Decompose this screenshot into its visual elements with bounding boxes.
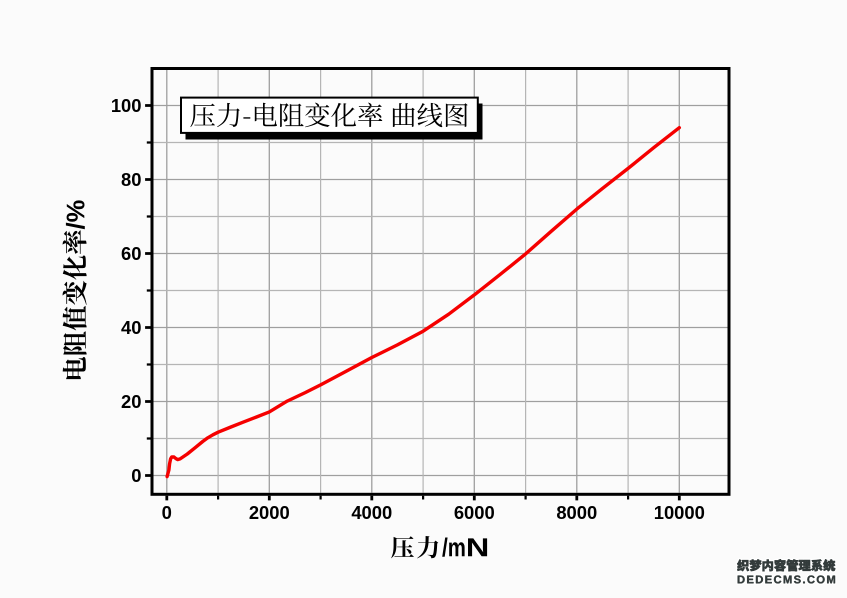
svg-text:0: 0 <box>131 465 141 486</box>
svg-text:8000: 8000 <box>556 502 597 523</box>
svg-text:2000: 2000 <box>249 502 290 523</box>
svg-text:40: 40 <box>121 317 141 338</box>
svg-text:6000: 6000 <box>454 502 495 523</box>
svg-text:100: 100 <box>111 95 142 116</box>
svg-text:0: 0 <box>162 502 172 523</box>
svg-text:80: 80 <box>121 169 141 190</box>
svg-text:10000: 10000 <box>654 502 705 523</box>
svg-text:20: 20 <box>121 391 141 412</box>
svg-text:4000: 4000 <box>351 502 392 523</box>
svg-text:60: 60 <box>121 243 141 264</box>
